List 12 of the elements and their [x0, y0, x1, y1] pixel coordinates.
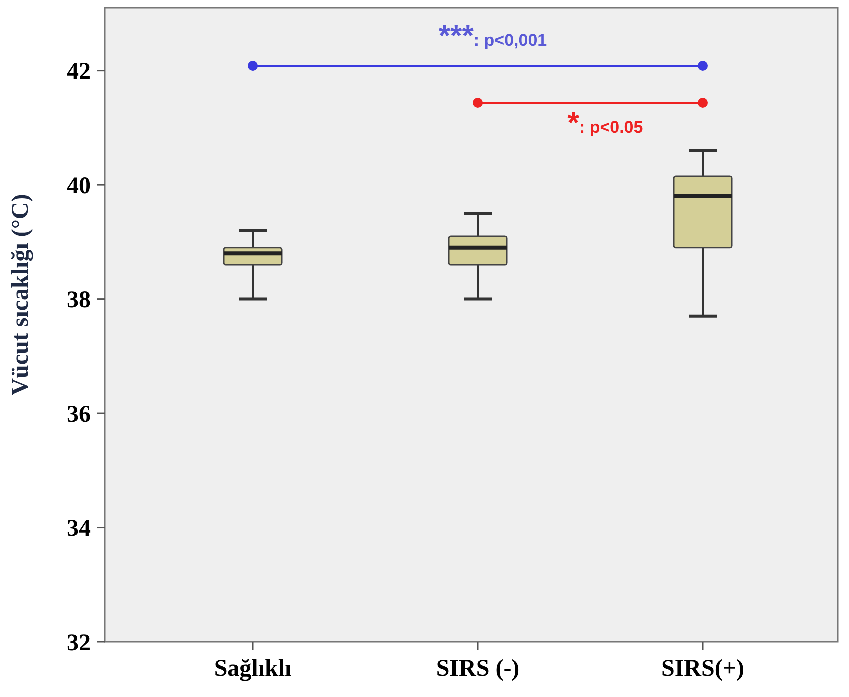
annotation: *: p<0.05 — [568, 107, 644, 140]
y-tick-label: 36 — [67, 402, 91, 428]
y-tick-label: 40 — [67, 173, 91, 200]
y-axis-title: Vücut sıcaklığı (°C) — [8, 194, 34, 396]
x-tick-label: Sağlıklı — [214, 656, 292, 682]
x-tick-label: SIRS (-) — [436, 656, 520, 682]
y-tick-label: 42 — [67, 59, 91, 86]
x-tick-label: SIRS(+) — [661, 656, 745, 682]
y-tick-label: 38 — [67, 288, 91, 314]
annotation: ***: p<0,001 — [438, 20, 548, 53]
y-tick-label: 32 — [67, 630, 91, 656]
y-tick-label: 34 — [67, 516, 91, 542]
